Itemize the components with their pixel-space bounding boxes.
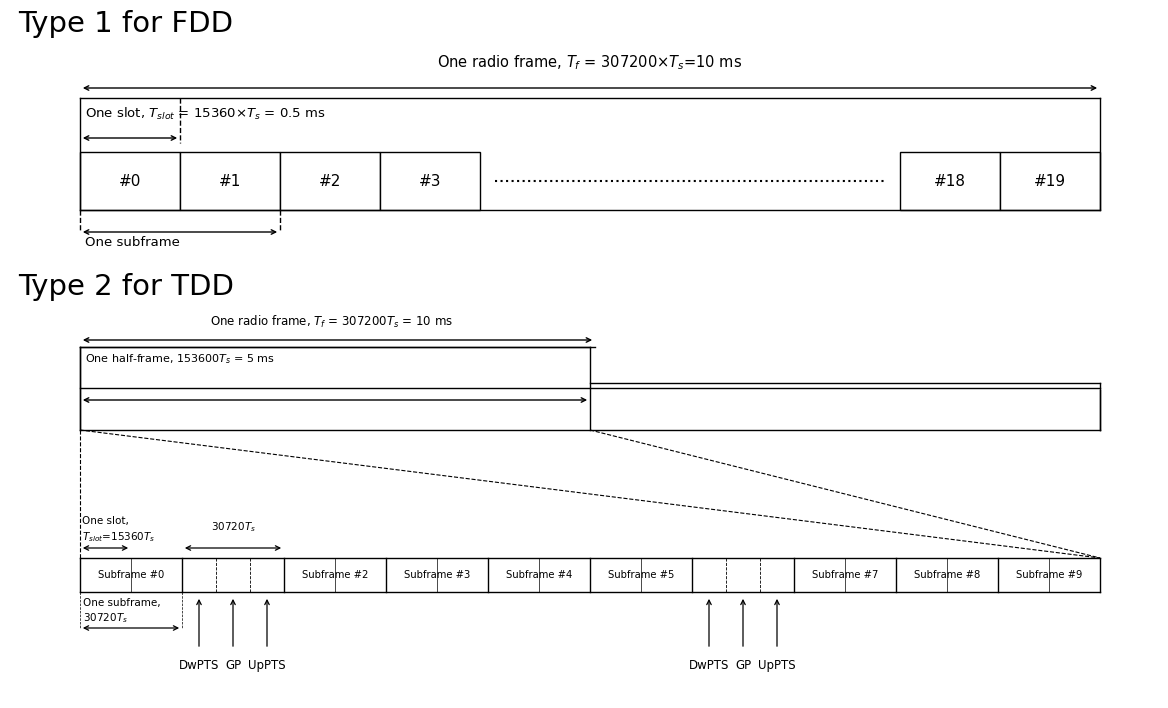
Text: One subframe: One subframe xyxy=(85,236,180,249)
Text: Subframe #0: Subframe #0 xyxy=(98,570,165,580)
Bar xyxy=(380,152,480,210)
Text: #3: #3 xyxy=(419,173,442,188)
Text: One half-frame, 153600$T_s$ = 5 ms: One half-frame, 153600$T_s$ = 5 ms xyxy=(85,352,274,366)
Text: One slot,: One slot, xyxy=(82,516,128,526)
Bar xyxy=(1000,152,1100,210)
Text: #18: #18 xyxy=(934,173,966,188)
Text: GP: GP xyxy=(735,659,751,672)
Text: One radio frame, $T_f$ = 307200×$T_s$=10 ms: One radio frame, $T_f$ = 307200×$T_s$=10… xyxy=(438,53,743,72)
Text: Subframe #7: Subframe #7 xyxy=(812,570,878,580)
Text: #2: #2 xyxy=(319,173,341,188)
Text: #19: #19 xyxy=(1034,173,1066,188)
Text: GP: GP xyxy=(225,659,241,672)
Text: #1: #1 xyxy=(218,173,241,188)
Text: Type 1 for FDD: Type 1 for FDD xyxy=(18,10,234,38)
Text: Subframe #2: Subframe #2 xyxy=(301,570,368,580)
Text: $30720T_s$: $30720T_s$ xyxy=(210,520,256,534)
Text: $T_{slot}$=15360$T_s$: $T_{slot}$=15360$T_s$ xyxy=(82,530,155,544)
Text: $30720T_s$: $30720T_s$ xyxy=(83,611,128,624)
Text: Subframe #4: Subframe #4 xyxy=(506,570,572,580)
Text: One subframe,: One subframe, xyxy=(83,598,161,608)
Text: Subframe #9: Subframe #9 xyxy=(1016,570,1083,580)
Text: DwPTS: DwPTS xyxy=(179,659,220,672)
Text: Subframe #3: Subframe #3 xyxy=(404,570,471,580)
Bar xyxy=(280,152,380,210)
Text: Subframe #5: Subframe #5 xyxy=(607,570,674,580)
Text: Type 2 for TDD: Type 2 for TDD xyxy=(18,273,234,301)
Text: DwPTS: DwPTS xyxy=(689,659,729,672)
Text: One slot, $T_{slot}$ = 15360×$T_s$ = 0.5 ms: One slot, $T_{slot}$ = 15360×$T_s$ = 0.5… xyxy=(85,106,326,122)
Text: #0: #0 xyxy=(119,173,141,188)
Bar xyxy=(79,152,180,210)
Text: One radio frame, $T_f$ = 307200$T_s$ = 10 ms: One radio frame, $T_f$ = 307200$T_s$ = 1… xyxy=(210,314,453,330)
Bar xyxy=(901,152,1000,210)
Text: UpPTS: UpPTS xyxy=(758,659,795,672)
Bar xyxy=(180,152,280,210)
Text: UpPTS: UpPTS xyxy=(248,659,286,672)
Text: Subframe #8: Subframe #8 xyxy=(913,570,980,580)
